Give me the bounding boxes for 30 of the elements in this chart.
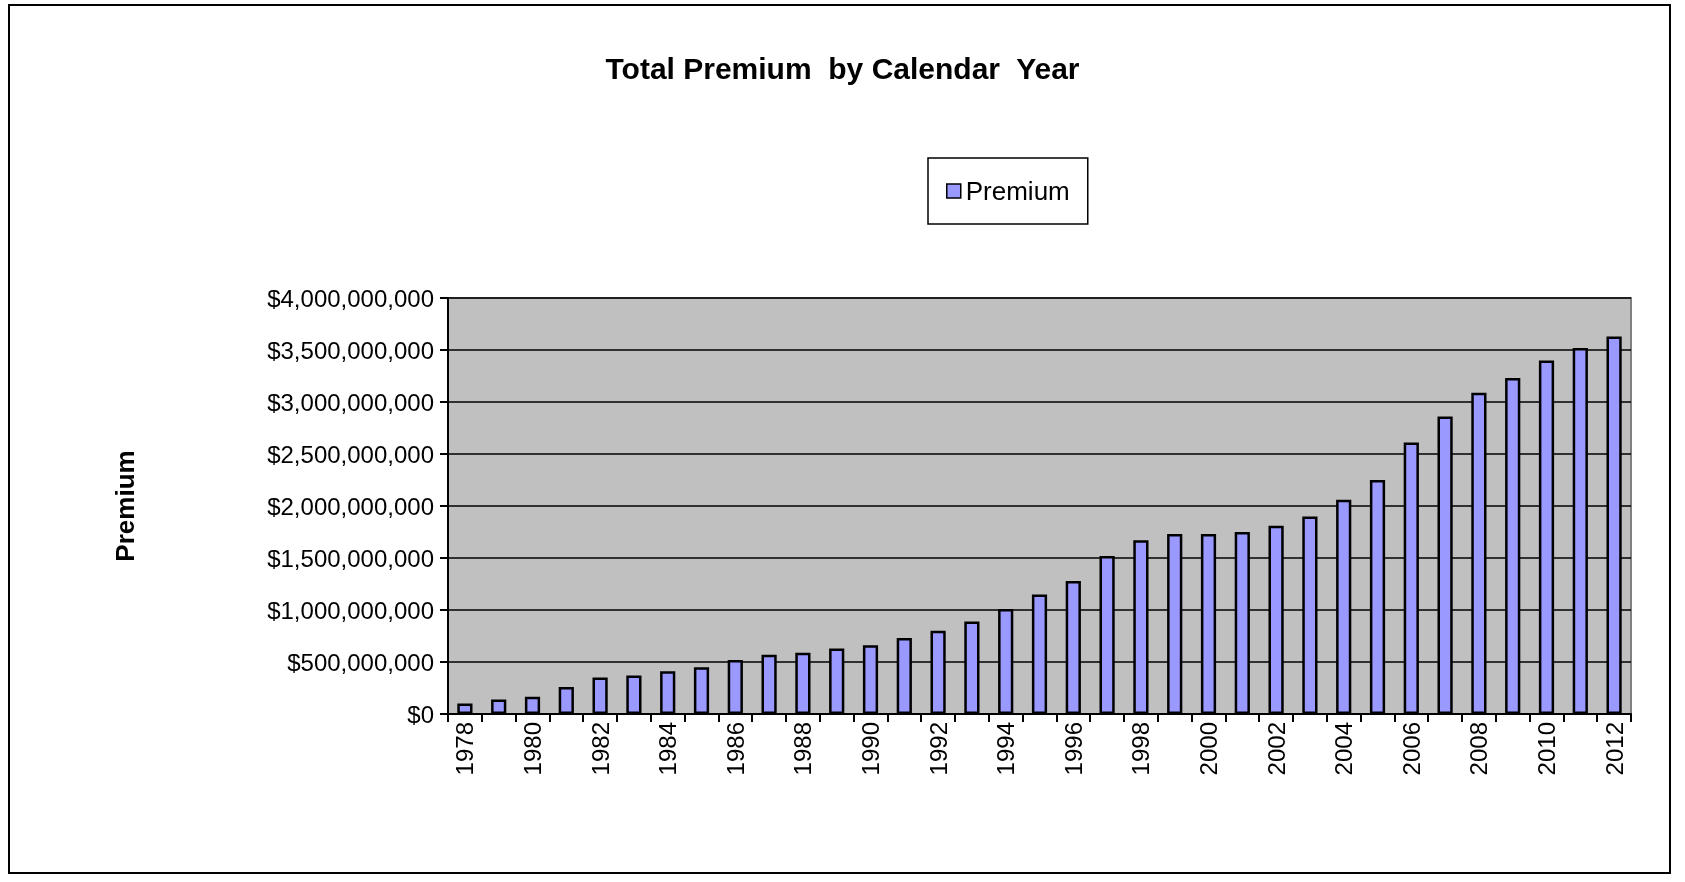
x-tick-label: 1998	[1127, 722, 1155, 776]
y-tick-label: $0	[407, 700, 434, 728]
x-tick-label: 2012	[1600, 722, 1628, 776]
x-tick-label: 1992	[924, 722, 952, 776]
y-axis-title: Premium	[110, 450, 140, 562]
x-tick-label: 1984	[654, 722, 682, 776]
x-tick-label: 1982	[586, 722, 614, 776]
y-tick-label: $1,000,000,000	[267, 596, 434, 624]
y-tick-label: $3,500,000,000	[267, 336, 434, 364]
x-tick-label: 1996	[1059, 722, 1087, 776]
y-tick-label: $1,500,000,000	[267, 544, 434, 572]
y-tick-label: $3,000,000,000	[267, 388, 434, 416]
x-tick-label: 1980	[519, 722, 546, 776]
x-tick-label: 2000	[1195, 722, 1222, 776]
x-tick-label: 1990	[857, 722, 884, 776]
x-tick-label: 2002	[1262, 722, 1290, 776]
y-tick-label: $4,000,000,000	[267, 284, 434, 312]
legend-label: Premium	[965, 176, 1070, 206]
x-tick-label: 2008	[1465, 722, 1493, 776]
x-tick-label: 2004	[1330, 722, 1358, 776]
x-tick-label: 1994	[992, 722, 1020, 776]
x-tick-label: 2010	[1533, 722, 1560, 776]
y-tick-label: $500,000,000	[287, 648, 434, 676]
x-tick-label: 1986	[721, 722, 749, 776]
y-tick-label: $2,000,000,000	[267, 492, 434, 520]
chart-title: Total Premium by Calendar Year	[605, 51, 1080, 85]
x-tick-label: 2006	[1397, 722, 1425, 776]
x-tick-label: 1988	[789, 722, 817, 776]
x-tick-label: 1978	[451, 722, 479, 776]
y-tick-label: $2,500,000,000	[267, 440, 434, 468]
